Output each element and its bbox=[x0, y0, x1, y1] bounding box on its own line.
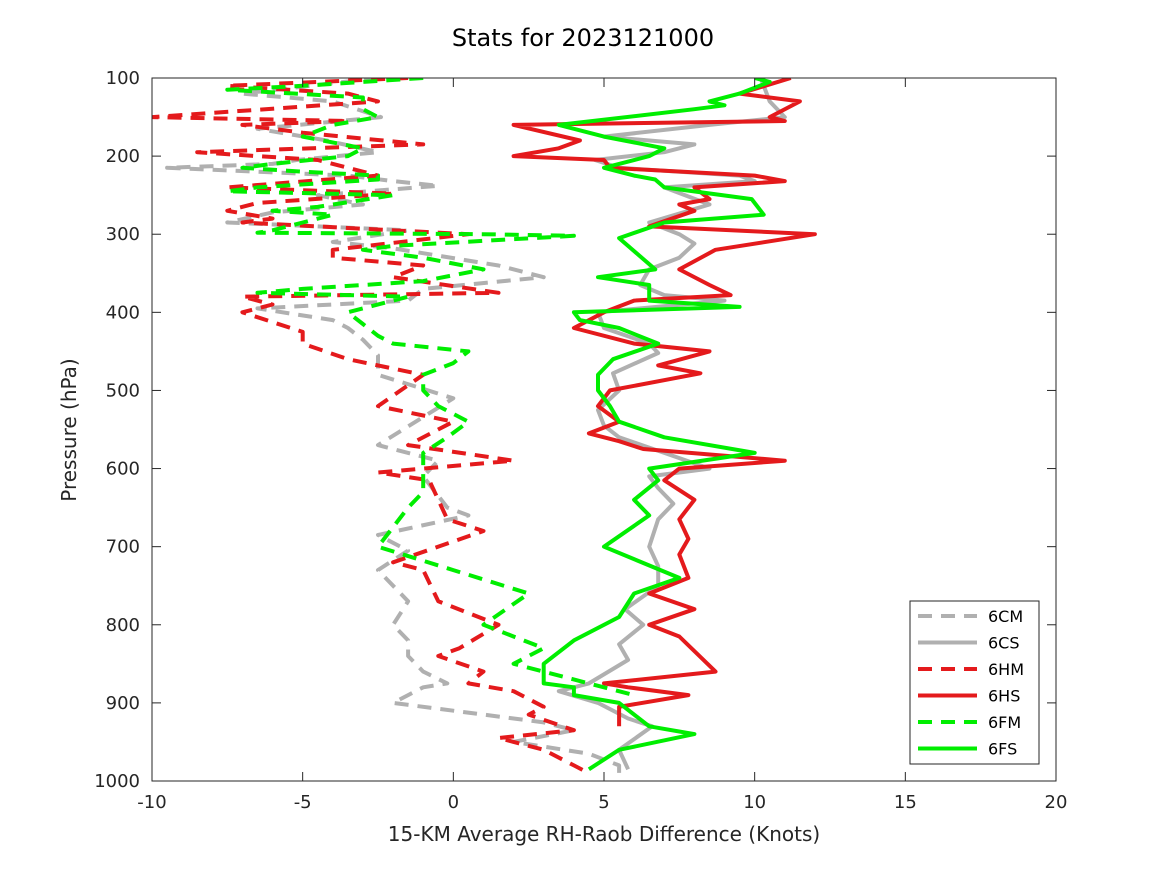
legend-label-6fm: 6FM bbox=[988, 713, 1021, 732]
y-tick-label: 500 bbox=[106, 380, 140, 401]
y-axis-label: Pressure (hPa) bbox=[57, 358, 81, 501]
chart-title: Stats for 2023121000 bbox=[452, 24, 714, 52]
legend-label-6fs: 6FS bbox=[988, 740, 1017, 759]
series-line-6hs bbox=[511, 78, 817, 727]
x-tick-label: -10 bbox=[137, 792, 166, 813]
y-tick-label: 100 bbox=[106, 68, 140, 89]
y-tick-label: 900 bbox=[106, 693, 140, 714]
y-tick-label: 400 bbox=[106, 302, 140, 323]
legend-box bbox=[909, 600, 1040, 765]
x-tick-label: -5 bbox=[294, 792, 312, 813]
series-line-6cm bbox=[165, 78, 622, 774]
legend-label-6hm: 6HM bbox=[988, 660, 1024, 679]
x-axis-label: 15-KM Average RH-Raob Difference (Knots) bbox=[388, 822, 820, 846]
y-tick-label: 200 bbox=[106, 146, 140, 167]
series-line-6fs bbox=[541, 78, 772, 771]
series-line-6fm bbox=[225, 78, 635, 698]
x-tick-label: 20 bbox=[1045, 792, 1068, 813]
y-tick-label: 1000 bbox=[94, 771, 140, 792]
y-tick-label: 800 bbox=[106, 615, 140, 636]
y-tick-label: 700 bbox=[106, 537, 140, 558]
legend-label-6hs: 6HS bbox=[988, 687, 1020, 706]
series-layer bbox=[152, 78, 817, 775]
x-tick-label: 0 bbox=[448, 792, 459, 813]
y-tick-label: 300 bbox=[106, 224, 140, 245]
series-line-6hm bbox=[152, 78, 590, 775]
legend-label-6cs: 6CS bbox=[988, 634, 1020, 653]
x-tick-label: 15 bbox=[894, 792, 917, 813]
y-axis: 100 200 300 400 500 600 700 800 900 1000 bbox=[94, 68, 1056, 792]
x-tick-label: 10 bbox=[743, 792, 766, 813]
legend: 6CM 6CS 6HM 6HS 6FM 6FS bbox=[909, 600, 1040, 765]
x-axis: -10 -5 0 5 10 15 20 bbox=[137, 78, 1067, 813]
y-tick-label: 600 bbox=[106, 459, 140, 480]
legend-label-6cm: 6CM bbox=[988, 607, 1023, 626]
x-tick-label: 5 bbox=[598, 792, 609, 813]
